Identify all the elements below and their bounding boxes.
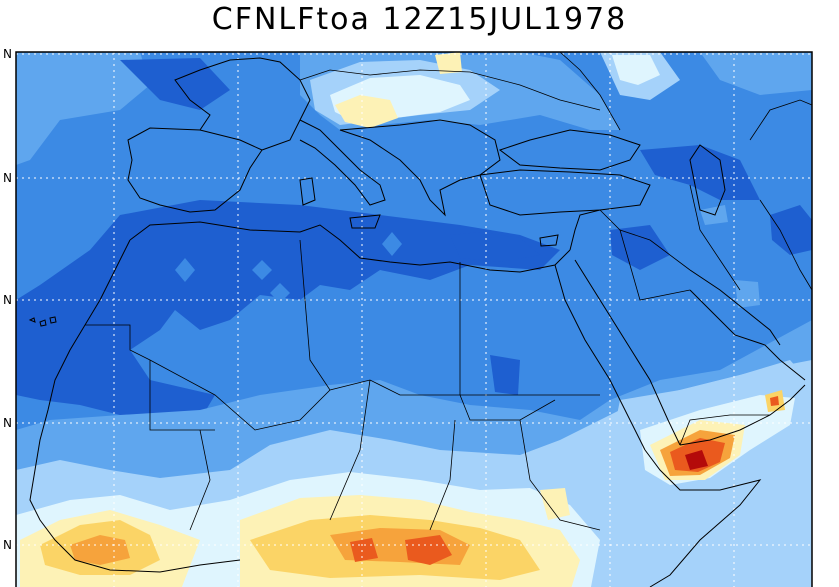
field-light-diamond-4	[382, 232, 402, 256]
field-europe-yellow-north	[435, 52, 462, 74]
coast-sardinia	[299, 177, 316, 206]
shaded-field	[16, 52, 812, 587]
border-algeria-libya	[299, 239, 331, 391]
coast-italy	[299, 119, 386, 206]
field-dark-patch-libya	[450, 232, 540, 262]
border-mali-mauritania	[149, 360, 215, 431]
field-light-patch-arabia	[735, 280, 760, 308]
field-dark-patch-egypt	[490, 355, 520, 395]
coast-red-sea-east	[574, 259, 681, 446]
border-yemen-saudi	[679, 414, 770, 446]
border-iraq-iran	[689, 184, 741, 291]
coastlines	[28, 57, 806, 587]
border-central-europe	[299, 69, 601, 111]
coast-gulf-north	[689, 269, 781, 346]
field-balkans-yellow	[335, 95, 398, 128]
border-caucasus	[749, 99, 813, 141]
border-chad-sudan	[429, 419, 456, 531]
coast-arabia-south	[679, 384, 806, 446]
coast-red-sea-west	[554, 264, 646, 451]
map-frame	[15, 51, 813, 587]
field-ethiopia-yellow	[540, 488, 570, 520]
coast-caspian	[689, 144, 726, 216]
coast-levant	[569, 209, 601, 251]
coast-turkey	[479, 169, 651, 216]
map-title: CFNLFtoa 12Z15JUL1978	[211, 2, 628, 37]
field-dark-band-west	[16, 200, 560, 420]
coast-black-sea	[498, 129, 641, 171]
coast-sicily	[349, 214, 381, 229]
lat-label-middle: N	[3, 294, 12, 306]
field-light-diamond-5	[175, 258, 195, 282]
coast-canary-3	[49, 316, 57, 324]
border-syria-iraq	[599, 209, 691, 271]
field-light-diamond-1	[252, 260, 272, 280]
border-ukraine-russia	[559, 51, 621, 131]
coast-canary-1	[28, 317, 36, 323]
field-central-africa-peak-1	[350, 538, 378, 562]
field-light-diamond-2	[270, 283, 290, 303]
field-northeast-medium-blue	[700, 52, 812, 95]
coast-balkans	[339, 119, 501, 217]
lat-label-bottom: N	[3, 539, 12, 551]
field-oman-peak	[770, 396, 779, 406]
lat-label-lower: N	[3, 417, 12, 429]
border-iran-east	[759, 199, 813, 291]
coast-west-africa	[29, 239, 241, 573]
coast-canary-2	[39, 319, 47, 327]
coast-horn	[644, 449, 762, 587]
border-niger-chad	[329, 379, 371, 521]
coast-cyprus	[539, 234, 559, 247]
field-russia-pale	[612, 55, 660, 85]
lat-label-top: N	[3, 48, 12, 60]
border-sahara-south	[85, 324, 556, 431]
field-dark-patch-iberia	[120, 58, 230, 110]
coast-north-africa	[129, 221, 571, 273]
lat-label-upper: N	[3, 172, 12, 184]
coast-gulf-south	[689, 289, 806, 381]
coast-iberia	[127, 127, 263, 213]
borders	[85, 51, 813, 531]
field-dark-patch-iraq	[610, 225, 670, 270]
field-light-diamond-3	[326, 302, 350, 330]
field-yemen-peak	[685, 450, 708, 470]
border-mali-burkina	[189, 429, 211, 531]
field-dark-patch-caspian	[640, 145, 760, 200]
graticule	[16, 52, 812, 587]
field-atlantic-north	[16, 52, 150, 165]
field-central-africa-peak-2	[405, 535, 452, 565]
border-sudan-ethiopia	[519, 419, 601, 531]
field-dark-patch-iran	[770, 205, 812, 255]
border-saudi-north	[619, 229, 691, 301]
field-west-africa-hot	[70, 535, 130, 565]
